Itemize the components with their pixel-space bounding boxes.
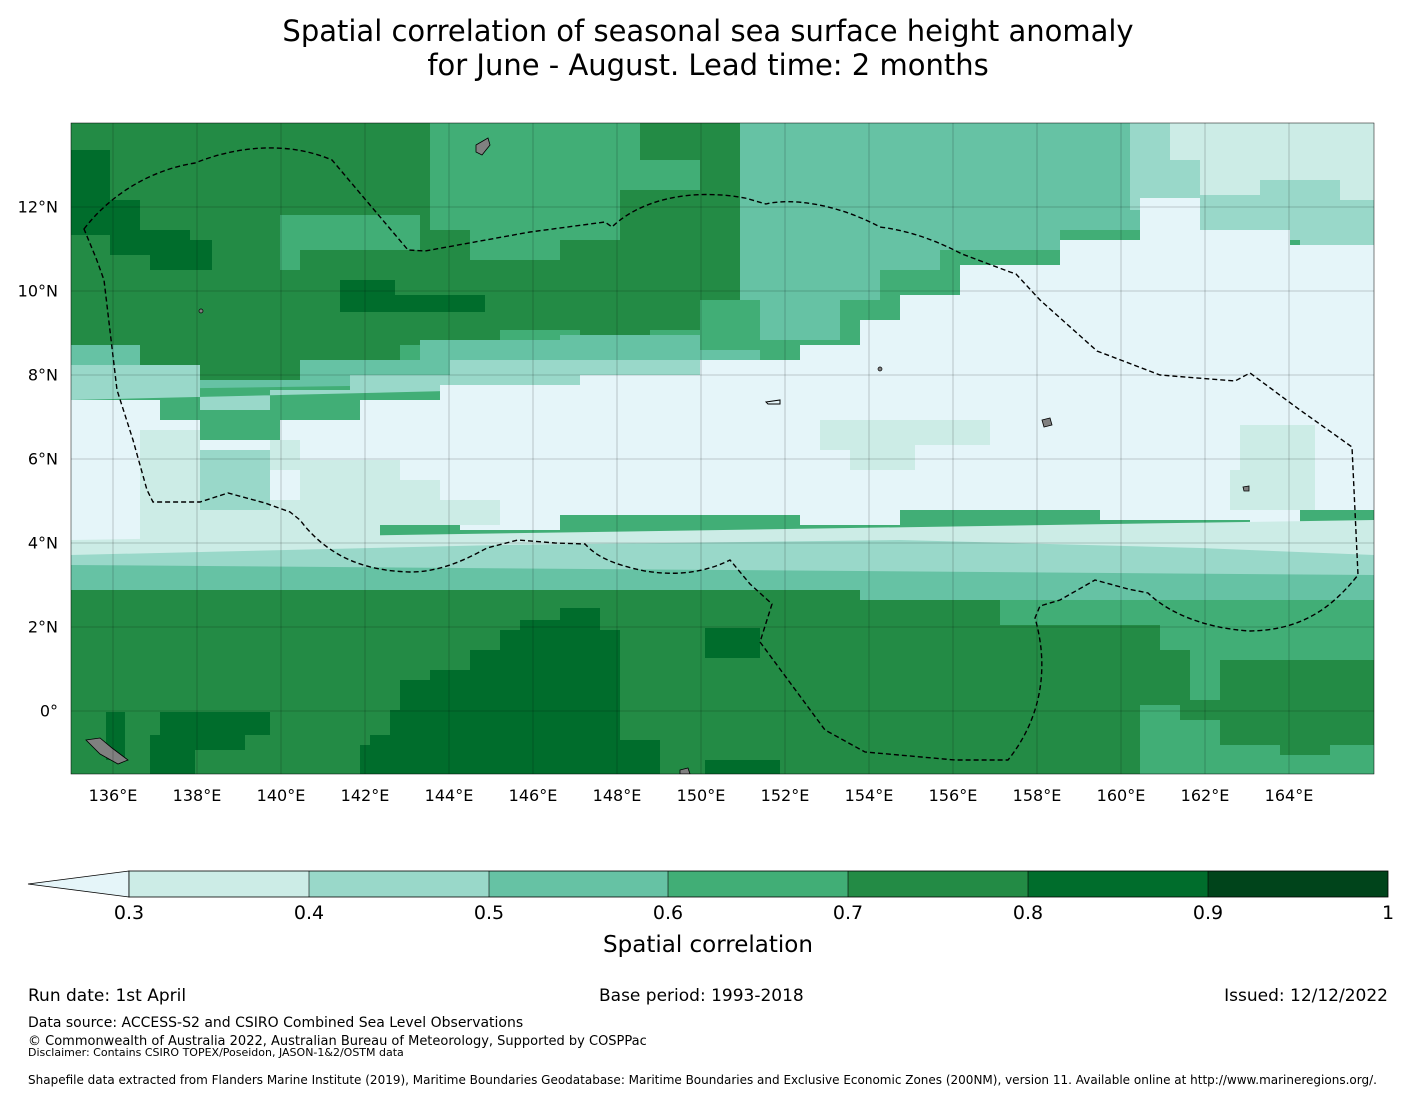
y-tick-label: 2°N <box>27 617 58 637</box>
colorbar-bin-1 <box>129 871 309 897</box>
colorbar-tick-label: 0.4 <box>293 902 325 924</box>
colorbar-bin-6 <box>1028 871 1208 897</box>
colorbar-tick-label: 0.9 <box>1192 902 1224 924</box>
gridlines <box>71 123 1374 774</box>
colorbar-tick-label: 0.8 <box>1012 902 1044 924</box>
colorbar-tick-label: 1 <box>1381 902 1395 924</box>
colorbar-bin-7 <box>1208 871 1388 897</box>
x-tick-label: 154°E <box>844 786 894 805</box>
issued-date: Issued: 12/12/2022 <box>1224 986 1388 1006</box>
run-date: Run date: 1st April <box>28 986 187 1006</box>
correlation-field <box>71 123 1374 774</box>
x-tick-label: 156°E <box>928 786 978 805</box>
x-tick-label: 164°E <box>1264 786 1314 805</box>
y-tick-label: 0° <box>39 701 58 721</box>
chart-title: Spatial correlation of seasonal sea surf… <box>0 14 1416 82</box>
x-tick-label: 158°E <box>1012 786 1062 805</box>
x-tick-label: 160°E <box>1096 786 1146 805</box>
shapefile-credit: Shapefile data extracted from Flanders M… <box>28 1073 1377 1087</box>
x-tick-label: 148°E <box>592 786 642 805</box>
colorbar-tick-label: 0.5 <box>473 902 505 924</box>
colorbar-bin-3 <box>489 871 668 897</box>
x-tick-label: 150°E <box>676 786 726 805</box>
colorbar <box>27 870 1389 898</box>
colorbar-tick-label: 0.3 <box>113 902 145 924</box>
colorbar-tick-label: 0.7 <box>832 902 864 924</box>
colorbar-label: Spatial correlation <box>603 932 813 958</box>
disclaimer: Disclaimer: Contains CSIRO TOPEX/Poseido… <box>28 1046 404 1059</box>
colorbar-tick-label: 0.6 <box>652 902 684 924</box>
base-period: Base period: 1993-2018 <box>599 986 804 1006</box>
data-source: Data source: ACCESS-S2 and CSIRO Combine… <box>28 1015 524 1031</box>
x-tick-label: 162°E <box>1180 786 1230 805</box>
x-tick-label: 136°E <box>88 786 138 805</box>
x-tick-label: 142°E <box>340 786 390 805</box>
y-tick-label: 8°N <box>27 365 58 385</box>
x-tick-label: 146°E <box>508 786 558 805</box>
y-tick-label: 10°N <box>17 281 58 301</box>
title-line-1: Spatial correlation of seasonal sea surf… <box>282 14 1134 48</box>
x-tick-label: 152°E <box>760 786 810 805</box>
eez-boundaries <box>83 147 1359 761</box>
x-tick-label: 138°E <box>172 786 222 805</box>
colorbar-bin-5 <box>848 871 1028 897</box>
title-line-2: for June - August. Lead time: 2 months <box>427 48 989 82</box>
x-tick-label: 144°E <box>424 786 474 805</box>
y-tick-label: 4°N <box>27 533 58 553</box>
y-tick-label: 12°N <box>17 197 58 217</box>
colorbar-under-triangle <box>27 870 130 898</box>
colorbar-bin-4 <box>668 871 848 897</box>
x-tick-label: 140°E <box>256 786 306 805</box>
copyright: © Commonwealth of Australia 2022, Austra… <box>28 1034 647 1049</box>
y-tick-label: 6°N <box>27 449 58 469</box>
colorbar-bin-2 <box>309 871 489 897</box>
map-frame <box>70 122 1375 775</box>
